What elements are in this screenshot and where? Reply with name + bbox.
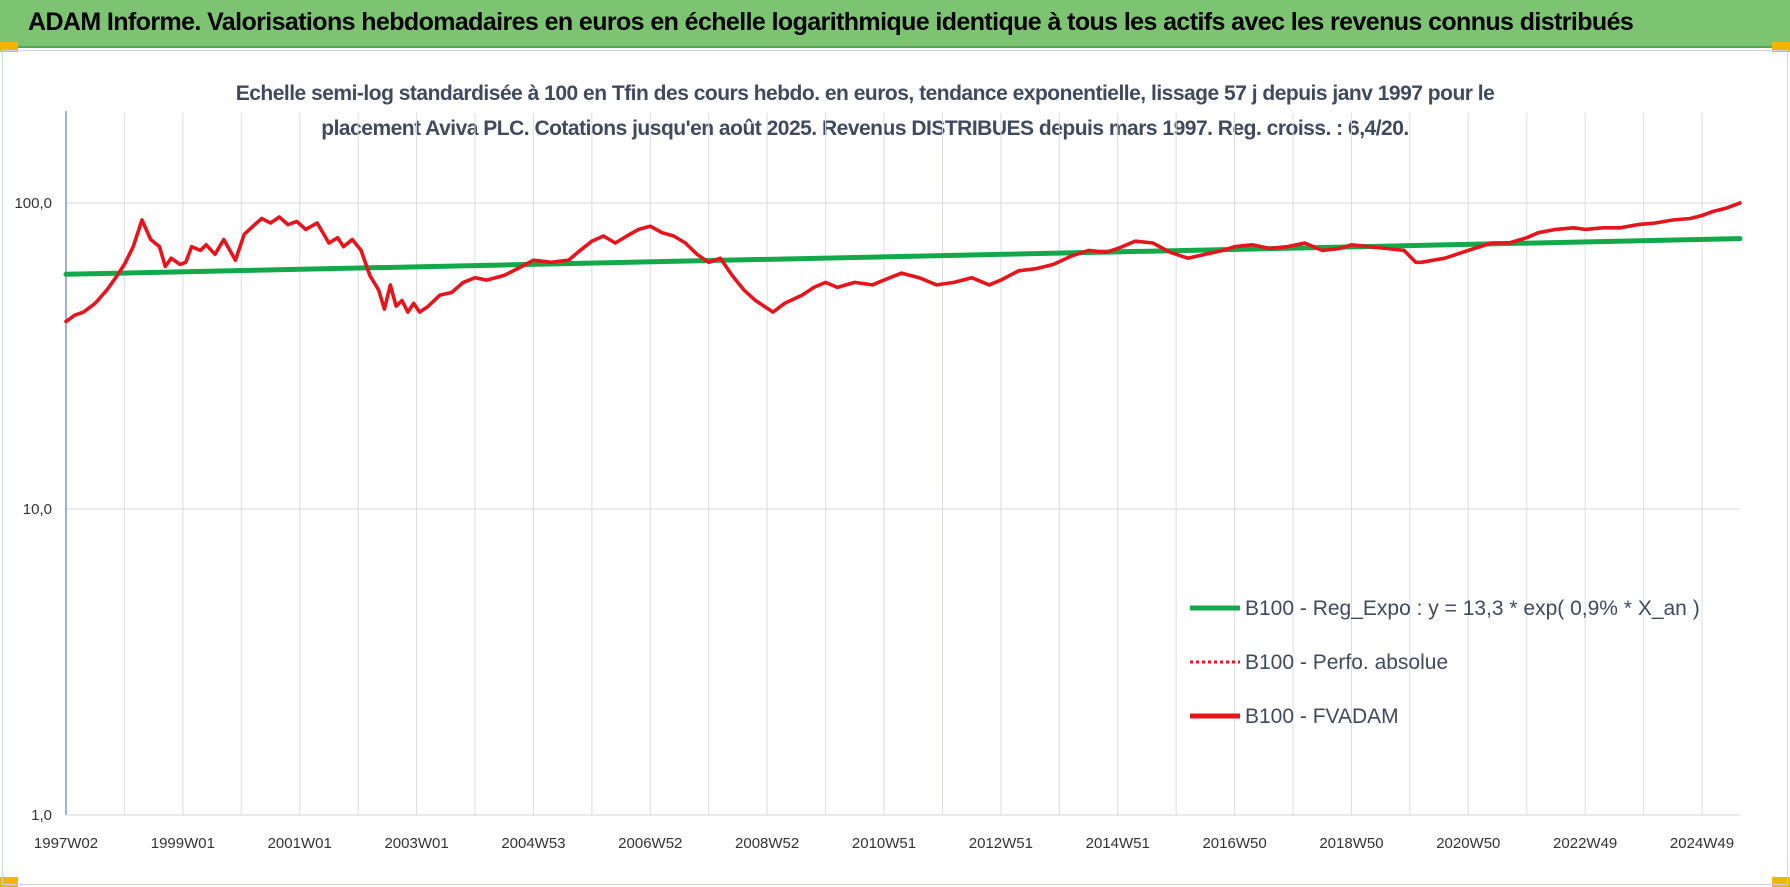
x-tick-label: 1997W02	[34, 835, 98, 852]
x-tick-label: 2020W50	[1436, 835, 1500, 852]
page-title: ADAM Informe. Valorisations hebdomadaire…	[28, 8, 1634, 36]
x-tick-label: 2008W52	[735, 835, 799, 852]
x-tick-label: 2012W51	[969, 835, 1033, 852]
chart-subtitle: Echelle semi-log standardisée à 100 en T…	[200, 76, 1530, 146]
x-tick-label: 2024W49	[1670, 835, 1734, 852]
series-line-0	[63, 236, 1743, 277]
chart-subtitle-line-1: Echelle semi-log standardisée à 100 en T…	[235, 82, 1495, 105]
x-tick-label: 2022W49	[1553, 835, 1617, 852]
y-tick-label: 1,0	[31, 807, 52, 824]
axes: 100,0 10,0 1,0 1997W02 1999W01 2001W01 2003W01…	[14, 111, 1740, 852]
x-tick-label: 1999W01	[151, 835, 215, 852]
x-tick-label: 2006W52	[618, 835, 682, 852]
series	[63, 201, 1743, 324]
legend-label-0: B100 - Reg_Expo : y = 13,3 * exp( 0,9% *…	[1245, 597, 1700, 620]
legend-label-1: B100 - Perfo. absolue	[1245, 651, 1448, 674]
x-tick-label: 2018W50	[1319, 835, 1383, 852]
x-tick-label: 2004W53	[501, 835, 565, 852]
corner-marker-right	[1772, 42, 1790, 52]
chart-subtitle-line-2: placement Aviva PLC. Cotations jusqu'en …	[321, 117, 1409, 140]
legend: B100 - Reg_Expo : y = 13,3 * exp( 0,9% *…	[1190, 597, 1700, 728]
x-tick-label: 2003W01	[384, 835, 448, 852]
series-line-2	[64, 201, 1742, 324]
x-tick-label: 2016W50	[1202, 835, 1266, 852]
title-banner: ADAM Informe. Valorisations hebdomadaire…	[0, 0, 1790, 48]
chart-frame	[2, 50, 1788, 885]
legend-label-2: B100 - FVADAM	[1245, 705, 1399, 728]
y-tick-label: 10,0	[23, 501, 52, 518]
corner-marker-bottom-right	[1772, 877, 1790, 887]
y-tick-label: 100,0	[14, 195, 52, 212]
corner-marker-bottom-left	[0, 877, 18, 887]
x-tick-label: 2010W51	[852, 835, 916, 852]
x-tick-label: 2014W51	[1086, 835, 1150, 852]
gridlines	[66, 113, 1740, 816]
x-tick-label: 2001W01	[268, 835, 332, 852]
corner-marker-left	[0, 42, 18, 52]
